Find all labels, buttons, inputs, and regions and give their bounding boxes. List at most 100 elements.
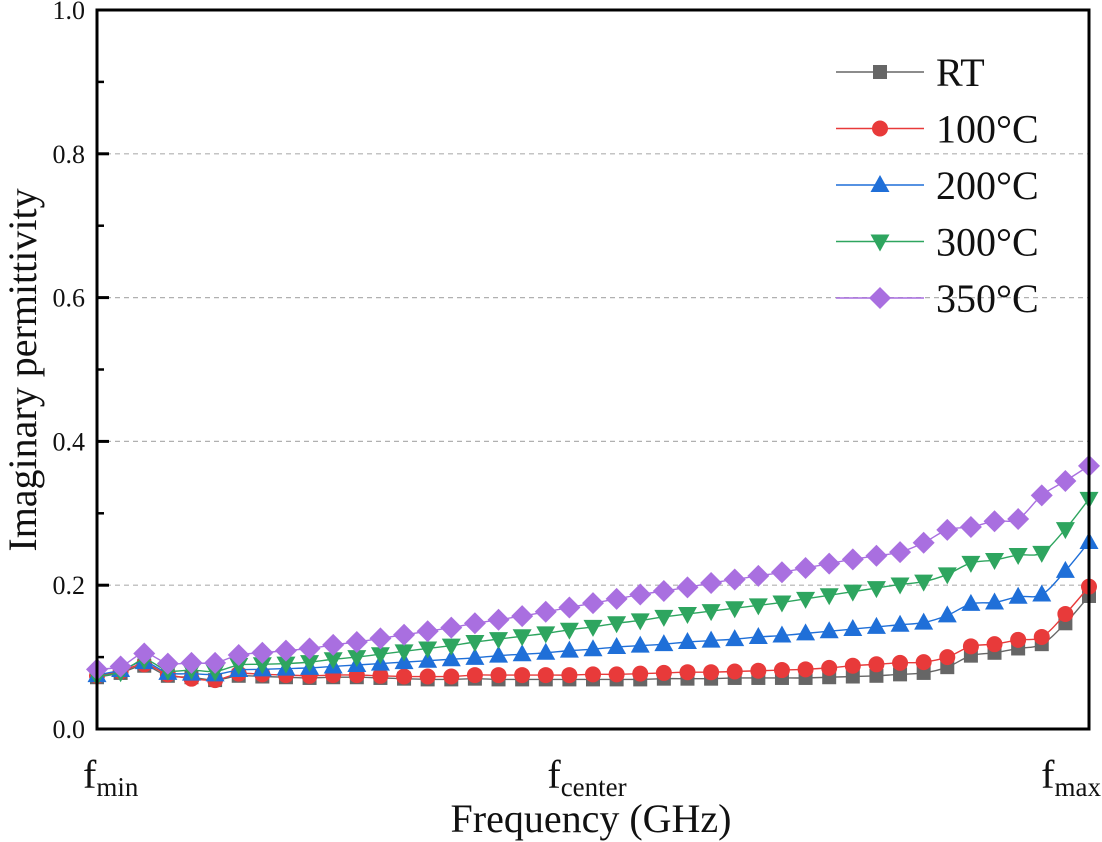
- data-point: [703, 664, 720, 681]
- data-point: [345, 631, 368, 654]
- data-point: [677, 606, 697, 624]
- data-point: [819, 621, 839, 639]
- data-point: [629, 583, 652, 606]
- data-point: [937, 567, 957, 585]
- data-point: [892, 654, 909, 671]
- data-point: [514, 667, 531, 684]
- legend-marker: [873, 65, 887, 79]
- data-point: [630, 613, 650, 631]
- data-point: [915, 654, 932, 671]
- data-point: [465, 635, 485, 653]
- data-point: [322, 633, 345, 656]
- data-point: [1057, 605, 1074, 622]
- data-point: [608, 666, 625, 683]
- legend: RT 100°C 200°C 300°C 350°C: [836, 50, 1039, 321]
- data-point: [583, 639, 603, 657]
- data-point: [347, 650, 367, 668]
- data-point: [773, 662, 790, 679]
- y-tick-label: 0.4: [53, 427, 86, 456]
- data-point: [700, 572, 723, 595]
- data-point: [819, 588, 839, 606]
- legend-item: RT: [836, 50, 985, 95]
- data-point: [939, 649, 956, 666]
- data-point: [582, 592, 604, 615]
- data-point: [512, 644, 532, 662]
- data-point: [843, 584, 863, 602]
- data-point: [794, 556, 817, 579]
- x-tick-label-min: fmin: [83, 752, 139, 802]
- data-point: [912, 531, 935, 554]
- data-point: [1010, 631, 1027, 648]
- data-point: [726, 663, 743, 680]
- data-point: [369, 627, 392, 650]
- data-point: [489, 645, 509, 663]
- data-point: [844, 657, 861, 674]
- y-tick-label: 0.8: [53, 140, 86, 169]
- data-point: [890, 614, 910, 632]
- data-point: [869, 668, 884, 683]
- data-point: [394, 644, 414, 662]
- data-point: [607, 637, 627, 655]
- data-point: [511, 605, 534, 628]
- data-point: [725, 629, 745, 647]
- data-point: [441, 638, 461, 656]
- series-2: [87, 532, 1099, 683]
- data-point: [748, 626, 768, 644]
- data-point: [1007, 508, 1030, 531]
- data-point: [418, 650, 438, 668]
- y-tick-label: 0.6: [53, 284, 86, 313]
- data-point: [156, 652, 179, 675]
- data-point: [1008, 586, 1028, 604]
- data-point: [821, 659, 838, 676]
- data-point: [1032, 545, 1052, 563]
- data-point: [252, 657, 272, 675]
- data-point: [443, 668, 460, 685]
- data-point: [1055, 522, 1075, 540]
- data-point: [558, 596, 581, 619]
- data-point: [607, 616, 627, 634]
- data-point: [109, 655, 132, 678]
- data-point: [251, 641, 274, 664]
- data-point: [440, 616, 463, 639]
- data-point: [747, 564, 770, 587]
- data-point: [465, 647, 485, 665]
- data-point: [466, 667, 483, 684]
- legend-item: 350°C: [836, 276, 1039, 321]
- data-point: [677, 632, 697, 650]
- data-point: [229, 658, 249, 676]
- data-point: [845, 669, 860, 684]
- data-point: [536, 642, 556, 660]
- data-point: [298, 637, 321, 660]
- data-point: [914, 612, 934, 630]
- data-point: [418, 641, 438, 659]
- series-layer: [86, 454, 1100, 689]
- legend-item: 200°C: [836, 163, 1039, 208]
- data-point: [725, 601, 745, 619]
- data-point: [679, 664, 696, 681]
- x-tick-label-center: fcenter: [547, 752, 626, 802]
- data-point: [1055, 560, 1075, 578]
- data-point: [323, 652, 343, 670]
- data-point: [866, 616, 886, 634]
- data-point: [655, 664, 672, 681]
- x-axis-tick-labels: fmin fcenter fmax: [83, 752, 1101, 802]
- data-point: [890, 577, 910, 595]
- data-point: [490, 667, 507, 684]
- data-point: [1008, 548, 1028, 566]
- gridlines: [97, 153, 1089, 586]
- data-point: [1030, 484, 1053, 507]
- legend-marker: [869, 287, 891, 309]
- data-point: [559, 640, 579, 658]
- data-point: [865, 544, 888, 567]
- data-point: [372, 667, 389, 684]
- data-point: [1032, 584, 1052, 602]
- legend-marker: [872, 120, 888, 137]
- data-point: [274, 639, 297, 662]
- data-point: [866, 581, 886, 599]
- data-point: [534, 600, 557, 623]
- data-point: [652, 579, 675, 602]
- data-point: [489, 632, 509, 650]
- data-point: [772, 625, 792, 643]
- x-axis-title: Frequency (GHz): [451, 796, 732, 841]
- data-point: [585, 666, 601, 683]
